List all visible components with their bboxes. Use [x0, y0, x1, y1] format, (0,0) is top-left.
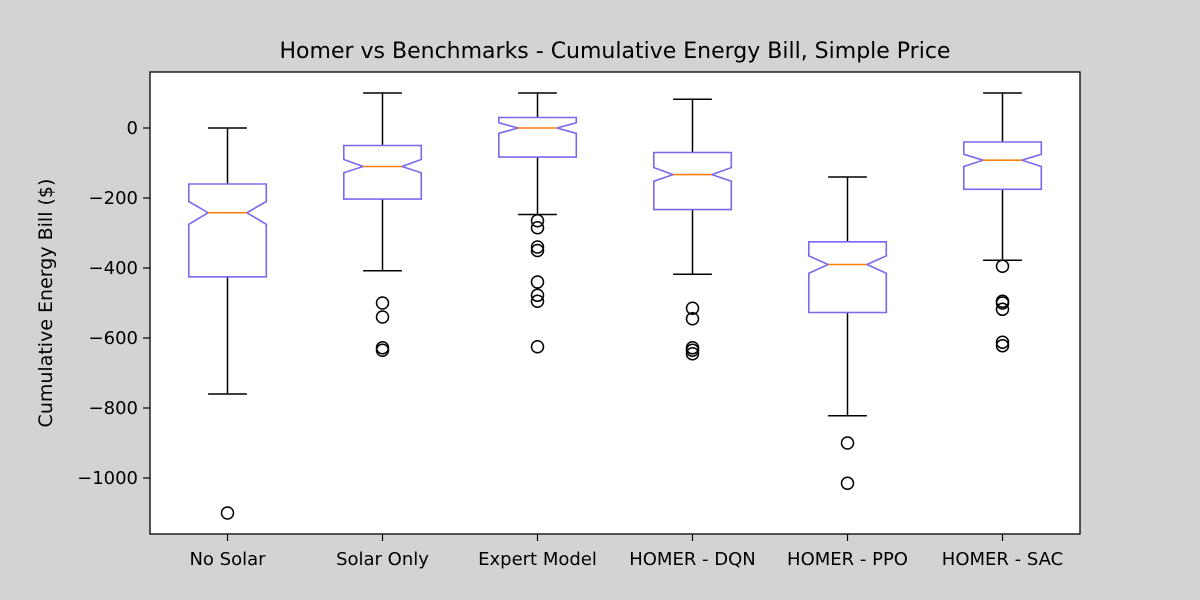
outlier-point [840, 476, 855, 490]
y-tick-label: −200 [89, 188, 138, 209]
y-tick-label: −400 [89, 258, 138, 279]
outlier-point [530, 275, 545, 289]
outlier-point [530, 240, 545, 254]
notched-box [188, 183, 268, 278]
box-group [497, 92, 578, 354]
outlier-point [375, 296, 390, 310]
notched-box [342, 144, 423, 200]
notched-box [497, 116, 578, 158]
outlier-point [530, 288, 545, 303]
outlier-point [995, 302, 1010, 317]
x-tick-label: Solar Only [336, 549, 429, 570]
x-axis: No Solar Solar Only Expert Model HOMER - DQ… [189, 534, 1063, 570]
plot-frame [149, 71, 1081, 535]
x-tick-label: HOMER - PPO [787, 549, 908, 570]
outlier-point [995, 335, 1010, 349]
box-group [188, 127, 268, 520]
y-tick-label: −600 [89, 328, 138, 349]
box-series [188, 92, 1043, 520]
plot-background [150, 72, 1080, 534]
x-tick-label: Expert Model [478, 549, 597, 570]
box-group [342, 92, 423, 357]
box-group [652, 98, 733, 361]
notched-box [962, 141, 1043, 191]
outlier-point [995, 338, 1010, 353]
outlier-point [840, 436, 855, 450]
outlier-point [530, 243, 545, 258]
x-tick-label: HOMER - SAC [942, 549, 1063, 570]
notched-box [652, 151, 733, 211]
outlier-point [685, 343, 700, 357]
outlier-point [220, 506, 235, 520]
box-group [962, 92, 1043, 353]
chart-title: Homer vs Benchmarks - Cumulative Energy … [280, 39, 951, 64]
outlier-point [995, 259, 1010, 273]
outlier-point [530, 294, 545, 308]
outlier-point [530, 340, 545, 354]
y-axis-label: Cumulative Energy Bill ($) [35, 179, 57, 428]
x-tick-label: HOMER - DQN [629, 549, 756, 570]
outlier-point [375, 310, 390, 324]
y-tick-label: −800 [89, 398, 138, 419]
y-tick-label: −1000 [77, 468, 138, 489]
outlier-point [685, 301, 700, 315]
outlier-point [530, 221, 545, 235]
y-tick-label: 0 [127, 118, 138, 139]
outlier-point [685, 347, 700, 361]
outlier-point [530, 214, 545, 228]
x-tick-label: No Solar [189, 549, 266, 570]
outlier-point [685, 312, 700, 326]
outlier-point [375, 343, 390, 357]
notched-box [807, 241, 888, 314]
outlier-point [995, 296, 1010, 310]
y-axis: 0 −200 −400 −600 −800 −1000 [77, 118, 150, 489]
box-group [807, 176, 888, 490]
